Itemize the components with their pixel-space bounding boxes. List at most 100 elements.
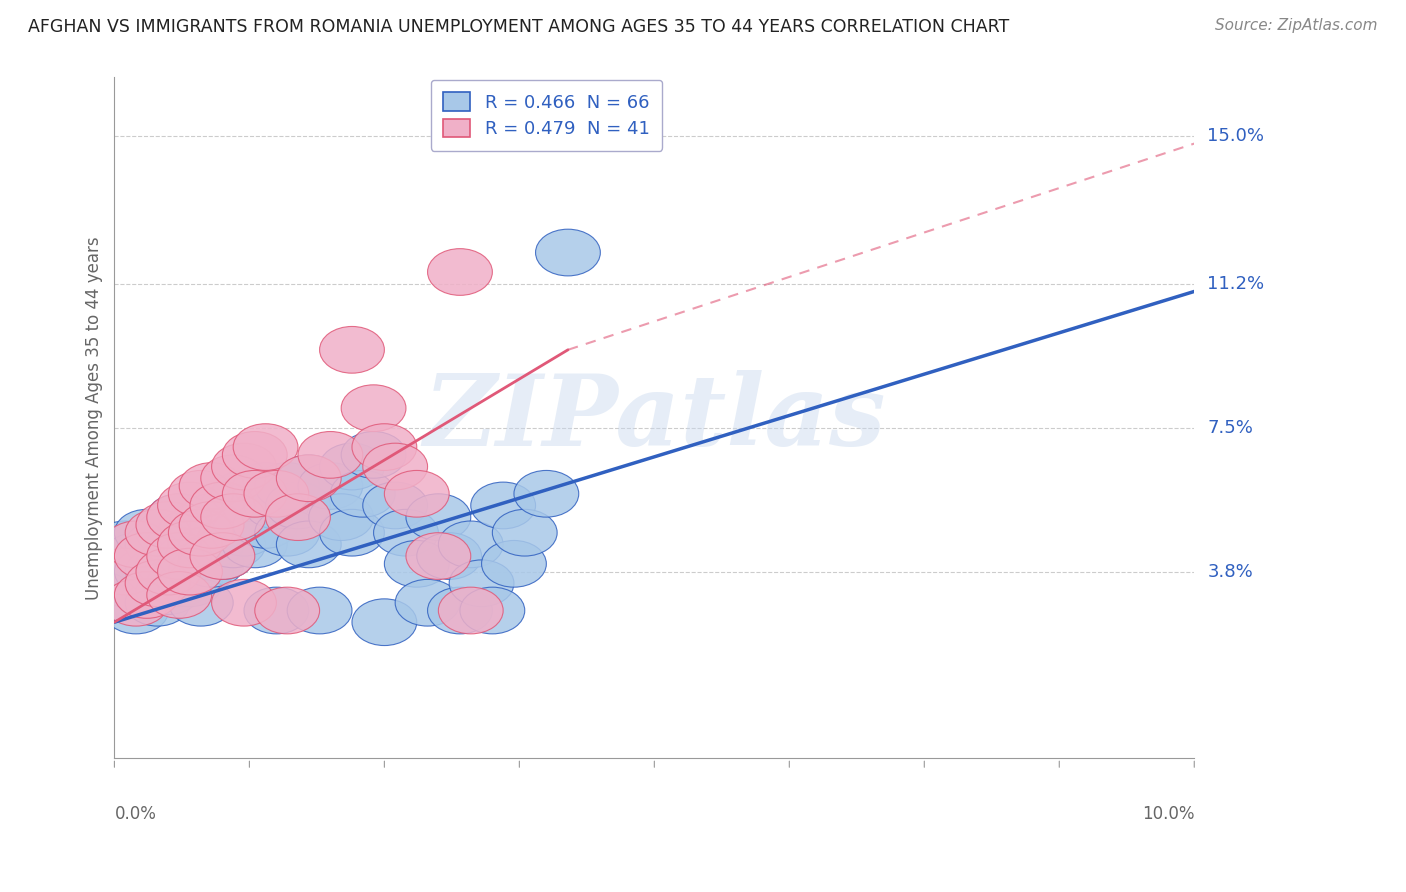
Ellipse shape	[146, 494, 211, 541]
Ellipse shape	[536, 229, 600, 276]
Ellipse shape	[125, 580, 190, 626]
Ellipse shape	[211, 443, 277, 490]
Ellipse shape	[169, 470, 233, 517]
Text: ZIPatlas: ZIPatlas	[423, 369, 886, 467]
Ellipse shape	[146, 533, 211, 580]
Ellipse shape	[146, 494, 211, 541]
Ellipse shape	[298, 463, 363, 509]
Y-axis label: Unemployment Among Ages 35 to 44 years: Unemployment Among Ages 35 to 44 years	[86, 236, 103, 599]
Ellipse shape	[136, 549, 201, 595]
Ellipse shape	[211, 580, 277, 626]
Ellipse shape	[169, 580, 233, 626]
Ellipse shape	[406, 533, 471, 580]
Text: 0.0%: 0.0%	[114, 805, 156, 823]
Ellipse shape	[179, 541, 245, 587]
Ellipse shape	[179, 521, 245, 567]
Ellipse shape	[125, 560, 190, 607]
Ellipse shape	[222, 482, 287, 529]
Ellipse shape	[157, 533, 222, 580]
Ellipse shape	[352, 599, 416, 646]
Ellipse shape	[277, 455, 342, 501]
Ellipse shape	[190, 482, 254, 529]
Ellipse shape	[93, 521, 157, 567]
Ellipse shape	[179, 501, 245, 549]
Ellipse shape	[471, 482, 536, 529]
Ellipse shape	[114, 533, 179, 580]
Ellipse shape	[157, 509, 222, 556]
Ellipse shape	[179, 463, 245, 509]
Ellipse shape	[439, 587, 503, 634]
Ellipse shape	[374, 509, 439, 556]
Ellipse shape	[146, 572, 211, 618]
Text: Source: ZipAtlas.com: Source: ZipAtlas.com	[1215, 18, 1378, 33]
Ellipse shape	[104, 587, 169, 634]
Ellipse shape	[157, 521, 222, 567]
Ellipse shape	[146, 533, 211, 580]
Ellipse shape	[342, 432, 406, 478]
Ellipse shape	[136, 501, 201, 549]
Ellipse shape	[201, 494, 266, 541]
Ellipse shape	[319, 326, 384, 373]
Ellipse shape	[104, 533, 169, 580]
Ellipse shape	[427, 249, 492, 295]
Legend: R = 0.466  N = 66, R = 0.479  N = 41: R = 0.466 N = 66, R = 0.479 N = 41	[430, 79, 662, 151]
Ellipse shape	[201, 521, 266, 567]
Ellipse shape	[515, 470, 579, 517]
Ellipse shape	[125, 549, 190, 595]
Ellipse shape	[427, 587, 492, 634]
Ellipse shape	[190, 501, 254, 549]
Ellipse shape	[352, 424, 416, 470]
Ellipse shape	[439, 521, 503, 567]
Ellipse shape	[136, 509, 201, 556]
Text: 15.0%: 15.0%	[1208, 127, 1264, 145]
Ellipse shape	[222, 521, 287, 567]
Ellipse shape	[460, 587, 524, 634]
Ellipse shape	[266, 494, 330, 541]
Ellipse shape	[114, 572, 179, 618]
Text: AFGHAN VS IMMIGRANTS FROM ROMANIA UNEMPLOYMENT AMONG AGES 35 TO 44 YEARS CORRELA: AFGHAN VS IMMIGRANTS FROM ROMANIA UNEMPL…	[28, 18, 1010, 36]
Ellipse shape	[125, 521, 190, 567]
Ellipse shape	[449, 560, 515, 607]
Ellipse shape	[319, 443, 384, 490]
Ellipse shape	[406, 494, 471, 541]
Ellipse shape	[211, 470, 277, 517]
Ellipse shape	[146, 521, 211, 567]
Ellipse shape	[114, 549, 179, 595]
Text: 10.0%: 10.0%	[1142, 805, 1194, 823]
Ellipse shape	[201, 482, 266, 529]
Ellipse shape	[254, 509, 319, 556]
Ellipse shape	[114, 509, 179, 556]
Ellipse shape	[384, 470, 449, 517]
Ellipse shape	[482, 541, 547, 587]
Ellipse shape	[319, 509, 384, 556]
Ellipse shape	[114, 572, 179, 618]
Ellipse shape	[245, 587, 309, 634]
Ellipse shape	[287, 587, 352, 634]
Ellipse shape	[211, 509, 277, 556]
Ellipse shape	[395, 580, 460, 626]
Ellipse shape	[222, 470, 287, 517]
Text: 3.8%: 3.8%	[1208, 563, 1253, 581]
Text: 11.2%: 11.2%	[1208, 275, 1264, 293]
Ellipse shape	[277, 455, 342, 501]
Ellipse shape	[169, 501, 233, 549]
Ellipse shape	[298, 432, 363, 478]
Ellipse shape	[169, 549, 233, 595]
Ellipse shape	[157, 549, 222, 595]
Ellipse shape	[330, 470, 395, 517]
Text: 7.5%: 7.5%	[1208, 418, 1253, 437]
Ellipse shape	[384, 541, 449, 587]
Ellipse shape	[233, 463, 298, 509]
Ellipse shape	[136, 541, 201, 587]
Ellipse shape	[254, 463, 319, 509]
Ellipse shape	[157, 482, 222, 529]
Ellipse shape	[245, 470, 309, 517]
Ellipse shape	[222, 432, 287, 478]
Ellipse shape	[201, 455, 266, 501]
Ellipse shape	[93, 549, 157, 595]
Ellipse shape	[190, 533, 254, 580]
Ellipse shape	[266, 482, 330, 529]
Ellipse shape	[416, 533, 482, 580]
Ellipse shape	[233, 424, 298, 470]
Ellipse shape	[146, 560, 211, 607]
